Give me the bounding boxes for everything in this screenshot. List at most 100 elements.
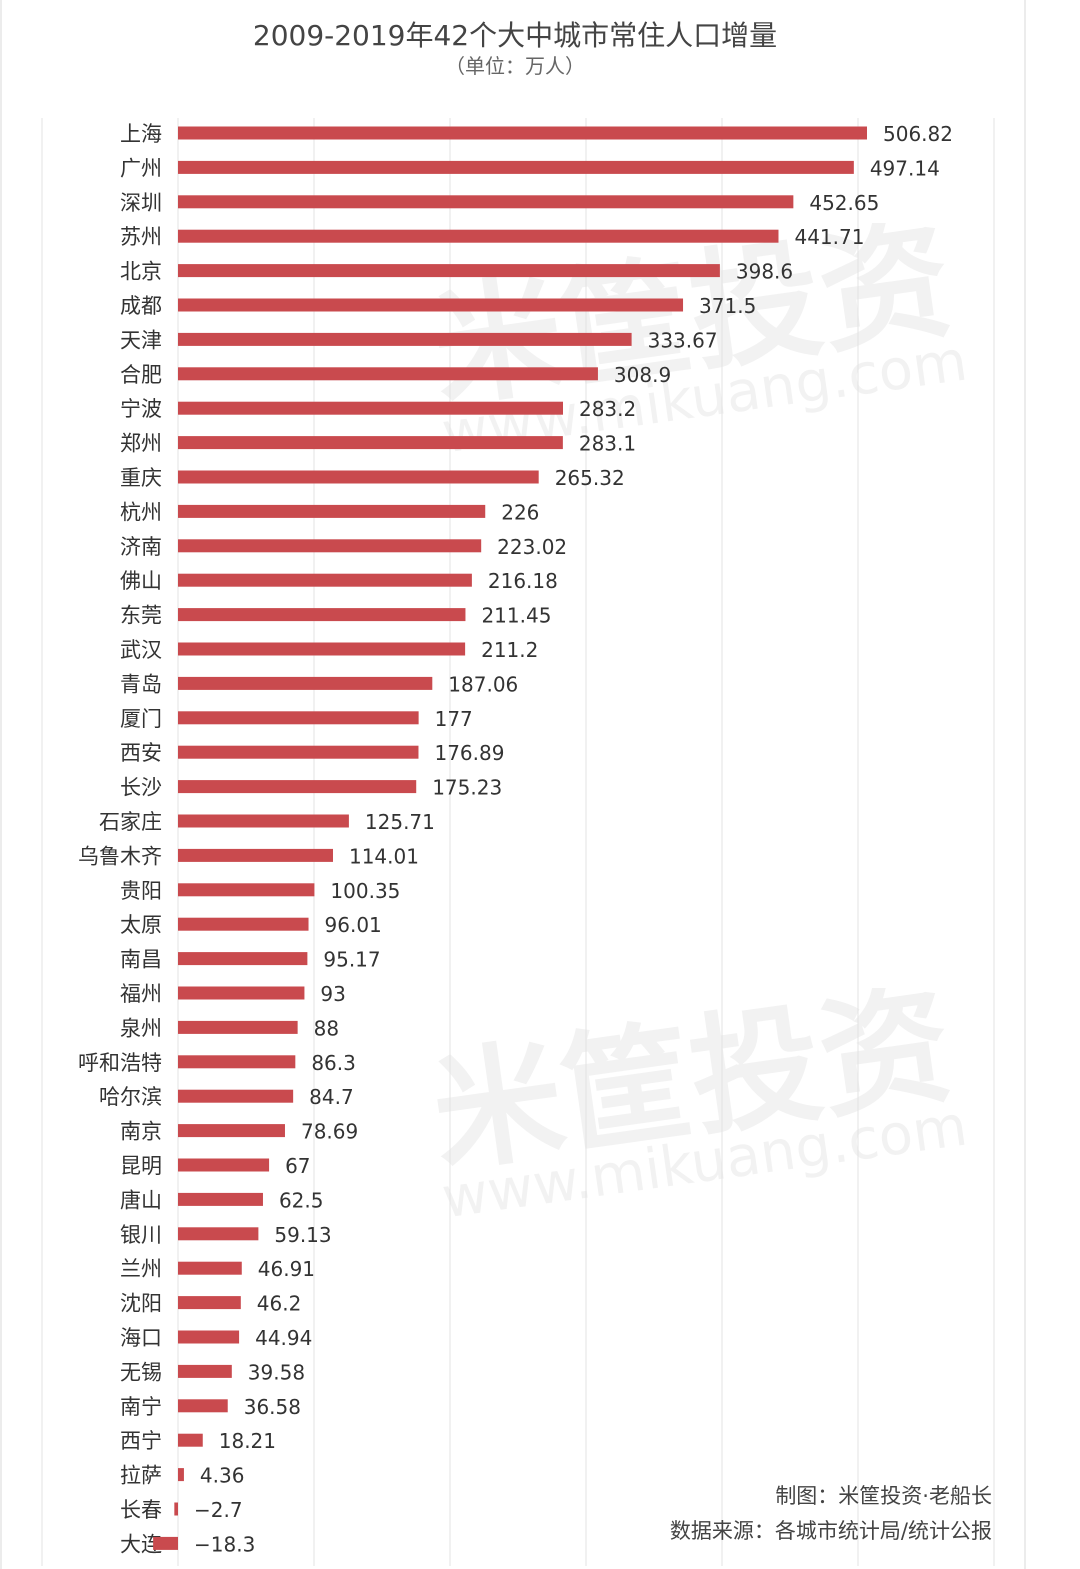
category-label: 武汉 [120, 638, 162, 662]
data-label: 62.5 [279, 1188, 324, 1212]
category-label: 南昌 [120, 948, 162, 972]
data-label: 177 [435, 707, 473, 731]
bar [178, 642, 466, 656]
data-label: 176.89 [434, 741, 504, 765]
bar [178, 1296, 241, 1310]
data-label: 46.2 [257, 1292, 302, 1316]
category-label: 拉萨 [120, 1464, 162, 1488]
category-label: 呼和浩特 [78, 1051, 162, 1075]
bar [178, 195, 794, 209]
category-label: 兰州 [120, 1257, 162, 1281]
bar [178, 160, 854, 174]
bar [178, 676, 433, 690]
category-label: 杭州 [120, 500, 162, 524]
bar [178, 1089, 294, 1103]
bar [178, 883, 315, 897]
category-label: 天津 [120, 328, 162, 352]
data-label: 308.9 [614, 363, 671, 387]
category-label: 无锡 [120, 1360, 162, 1384]
data-label: 96.01 [325, 913, 382, 937]
data-label: 441.71 [794, 225, 864, 249]
data-label: 283.2 [579, 397, 636, 421]
category-label: 宁波 [120, 397, 162, 421]
category-label: 成都 [120, 294, 162, 318]
data-label: 398.6 [736, 260, 793, 284]
bar [178, 711, 419, 725]
category-label: 沈阳 [120, 1292, 162, 1316]
data-label: 211.45 [481, 604, 551, 628]
data-label: −18.3 [194, 1532, 255, 1556]
bar [178, 608, 466, 622]
bar [178, 1261, 242, 1275]
category-label: 哈尔滨 [99, 1085, 162, 1109]
bar [178, 126, 867, 140]
category-label: 厦门 [120, 707, 162, 731]
right-border [1024, 0, 1026, 1569]
category-label: 上海 [120, 122, 162, 146]
bar [178, 470, 539, 484]
data-label: −2.7 [194, 1498, 243, 1522]
data-label: 125.71 [365, 810, 435, 834]
data-label: 86.3 [311, 1051, 356, 1075]
category-label: 北京 [120, 260, 162, 284]
category-label: 乌鲁木齐 [78, 844, 162, 868]
credit-source: 数据来源：各城市统计局/统计公报 [669, 1519, 992, 1543]
category-label: 佛山 [120, 569, 162, 593]
bar [178, 539, 482, 553]
bar [178, 917, 309, 931]
data-label: 18.21 [219, 1429, 276, 1453]
data-label: 265.32 [555, 466, 625, 490]
category-label: 济南 [120, 535, 162, 559]
category-label: 银川 [120, 1223, 162, 1247]
category-label: 唐山 [120, 1188, 162, 1212]
data-label: 114.01 [349, 844, 419, 868]
category-label: 南宁 [120, 1395, 162, 1419]
category-label: 长春 [120, 1498, 162, 1522]
bar [178, 1227, 259, 1241]
data-label: 93 [320, 982, 345, 1006]
data-label: 175.23 [432, 776, 502, 800]
bar [178, 745, 419, 759]
bar [153, 1536, 178, 1550]
bar [178, 1192, 263, 1206]
category-label: 合肥 [120, 363, 162, 387]
bar [178, 436, 563, 450]
bar [178, 229, 779, 243]
category-label: 青岛 [120, 672, 162, 696]
bar [178, 1158, 270, 1172]
data-label: 59.13 [274, 1223, 331, 1247]
data-label: 506.82 [883, 122, 953, 146]
bar [178, 573, 472, 587]
data-label: 84.7 [309, 1085, 354, 1109]
category-label: 贵阳 [120, 879, 162, 903]
credit-maker: 制图：米筐投资·老船长 [775, 1484, 992, 1508]
category-label: 长沙 [120, 776, 162, 800]
data-label: 78.69 [301, 1120, 358, 1144]
data-label: 36.58 [244, 1395, 301, 1419]
bar [178, 780, 417, 794]
bar [178, 814, 349, 828]
bar [178, 848, 333, 862]
bar [178, 1124, 285, 1138]
bar [178, 298, 684, 312]
bar [178, 264, 720, 278]
data-label: 371.5 [699, 294, 756, 318]
bar [178, 401, 563, 415]
category-label: 海口 [120, 1326, 162, 1350]
data-label: 46.91 [258, 1257, 315, 1281]
bar [178, 332, 632, 346]
data-label: 88 [314, 1016, 339, 1040]
bar [178, 1055, 296, 1069]
data-label: 67 [285, 1154, 310, 1178]
data-label: 187.06 [448, 672, 518, 696]
data-label: 4.36 [200, 1464, 245, 1488]
category-label: 石家庄 [99, 810, 162, 834]
chart-title: 2009-2019年42个大中城市常住人口增量 [252, 19, 778, 52]
category-label: 福州 [120, 982, 162, 1006]
bar [178, 952, 308, 966]
data-label: 44.94 [255, 1326, 312, 1350]
category-label: 广州 [120, 156, 162, 180]
category-label: 昆明 [120, 1154, 162, 1178]
category-label: 南京 [120, 1120, 162, 1144]
